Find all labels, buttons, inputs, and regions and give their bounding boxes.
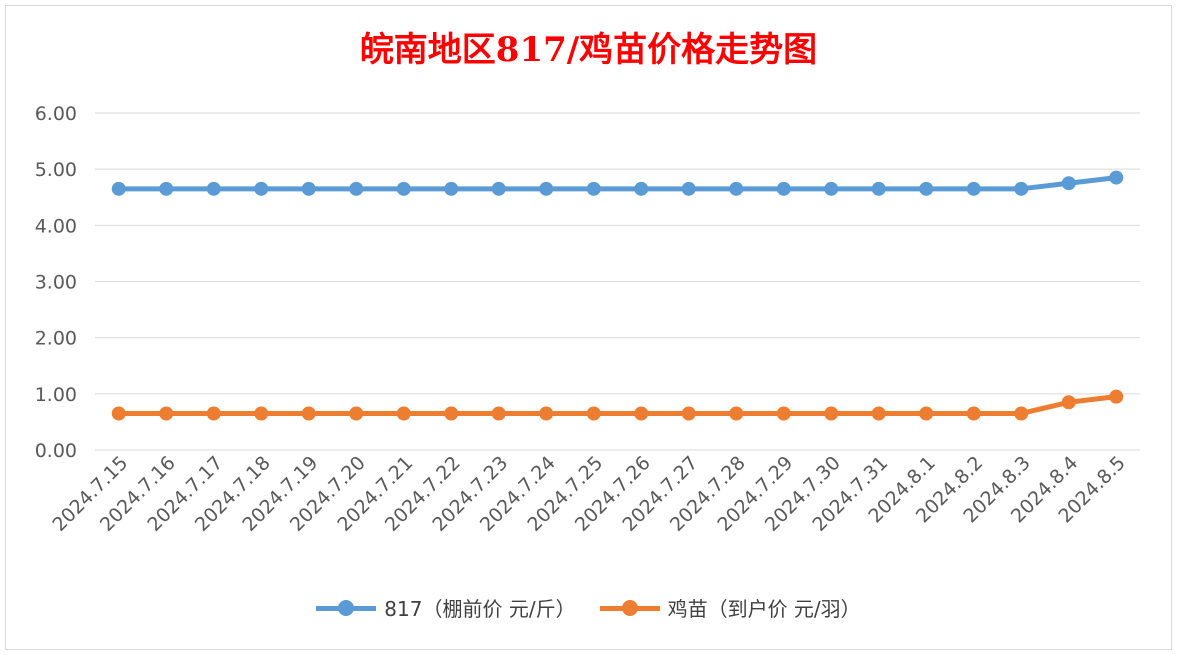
legend: 817（棚前价 元/斤） 鸡苗（到户价 元/羽） [0,593,1177,622]
data-point-series-1 [1109,389,1124,404]
y-tick-label: 3.00 [35,272,77,294]
legend-swatch-817 [316,599,377,616]
data-point-series-1 [824,406,839,421]
data-point-series-1 [111,406,126,421]
data-point-series-1 [681,406,696,421]
data-point-series-0 [966,181,981,196]
data-point-series-0 [539,181,554,196]
data-point-series-0 [1109,170,1124,185]
data-point-series-0 [824,181,839,196]
data-point-series-1 [396,406,411,421]
y-tick-label: 1.00 [35,384,77,406]
legend-swatch-chick [599,599,660,616]
legend-label-chick: 鸡苗（到户价 元/羽） [667,597,861,621]
data-point-series-0 [349,181,364,196]
data-point-series-1 [776,406,791,421]
data-point-series-0 [111,181,126,196]
legend-item-chick: 鸡苗（到户价 元/羽） [599,593,861,622]
data-point-series-0 [396,181,411,196]
data-point-series-0 [634,181,649,196]
data-point-series-1 [444,406,459,421]
data-point-series-0 [1014,181,1029,196]
y-tick-label: 6.00 [35,103,77,125]
data-point-series-0 [586,181,601,196]
data-point-series-1 [301,406,316,421]
y-tick-label: 5.00 [35,159,77,181]
data-point-series-0 [254,181,269,196]
data-point-series-0 [871,181,886,196]
data-point-series-1 [206,406,221,421]
data-point-series-1 [586,406,601,421]
data-point-series-1 [159,406,174,421]
data-point-series-0 [919,181,934,196]
y-tick-label: 2.00 [35,328,77,350]
data-point-series-0 [1061,176,1076,191]
y-tick-label: 0.00 [35,440,77,462]
legend-label-817: 817（棚前价 元/斤） [384,597,576,621]
y-tick-label: 4.00 [35,215,77,237]
data-point-series-0 [159,181,174,196]
data-point-series-0 [444,181,459,196]
data-point-series-1 [919,406,934,421]
data-point-series-1 [1014,406,1029,421]
series-line-0 [116,175,1119,192]
data-point-series-1 [871,406,886,421]
data-point-series-1 [349,406,364,421]
data-point-series-1 [729,406,744,421]
chart-title: 皖南地区817/鸡苗价格走势图 [359,30,818,70]
data-point-series-0 [206,181,221,196]
data-point-series-1 [1061,395,1076,410]
data-point-series-0 [491,181,506,196]
data-point-series-1 [491,406,506,421]
data-point-series-0 [301,181,316,196]
series-line-1 [116,394,1119,416]
data-point-series-0 [681,181,696,196]
data-point-series-1 [539,406,554,421]
data-point-series-1 [634,406,649,421]
data-point-series-1 [254,406,269,421]
legend-item-817: 817（棚前价 元/斤） [316,593,576,622]
data-point-series-0 [729,181,744,196]
data-point-series-1 [966,406,981,421]
data-point-series-0 [776,181,791,196]
